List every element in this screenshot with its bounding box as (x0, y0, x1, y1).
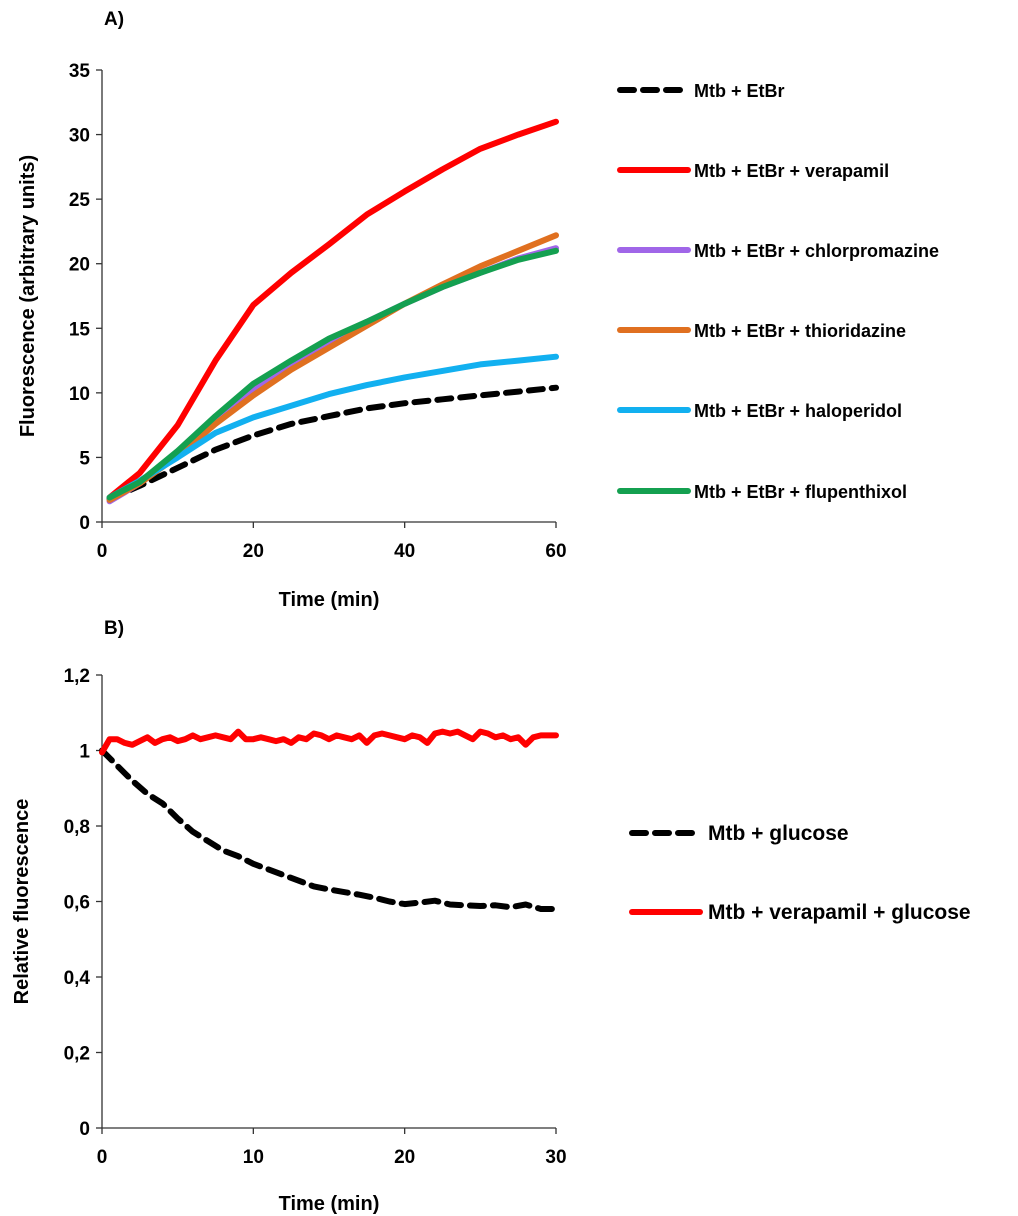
y-tick-label: 1 (79, 742, 90, 763)
series-line-mtb-etbr-verapamil (106, 118, 559, 501)
x-tick-label: 0 (97, 1147, 108, 1168)
panel-a: A) 0 5 10 15 20 25 30 35 0 20 40 60 Time (min) Fluores… (17, 9, 939, 611)
panel-label: A) (104, 9, 124, 30)
x-tick-label: 0 (97, 541, 108, 562)
x-axis-title: Time (min) (279, 1193, 380, 1215)
y-tick-label: 0 (79, 1119, 90, 1140)
legend-label-mtb-etbr-chlorpromazine: Mtb + EtBr + chlorpromazine (694, 241, 939, 261)
x-tick-label: 20 (243, 541, 264, 562)
panel-label: B) (104, 618, 124, 639)
y-axis-title: Relative fluorescence (11, 799, 33, 1005)
series-line-mtb-etbr (106, 384, 559, 502)
y-tick-label: 15 (69, 319, 91, 340)
series-line-mtb-verapamil-glucose (99, 728, 559, 756)
y-tick-label: 0,6 (64, 893, 90, 914)
y-tick-label: 0,2 (64, 1044, 90, 1065)
legend-label-mtb-etbr: Mtb + EtBr (694, 81, 785, 101)
panel-b: B) 0 0,2 0,4 0,6 0,8 1 1,2 0 10 20 30 Time (min) Rela… (11, 618, 971, 1215)
y-tick-label: 0,4 (64, 968, 91, 989)
x-tick-label: 40 (394, 541, 415, 562)
legend-label-mtb-etbr-verapamil: Mtb + EtBr + verapamil (694, 161, 889, 181)
x-tick-label: 10 (243, 1147, 264, 1168)
series-line-mtb-glucose (99, 747, 559, 912)
y-tick-label: 30 (69, 126, 90, 147)
x-tick-label: 30 (545, 1147, 566, 1168)
y-tick-label: 0 (79, 513, 90, 534)
y-tick-label: 0,8 (64, 817, 90, 838)
y-tick-label: 25 (69, 190, 91, 211)
legend-label-mtb-etbr-flupenthixol: Mtb + EtBr + flupenthixol (694, 482, 907, 502)
x-tick-label: 60 (545, 541, 566, 562)
legend-label-mtb-etbr-thioridazine: Mtb + EtBr + thioridazine (694, 321, 906, 341)
legend-label-mtb-verapamil-glucose: Mtb + verapamil + glucose (708, 901, 971, 924)
y-tick-label: 1,2 (64, 666, 90, 687)
series-line-mtb-etbr-chlorpromazine (106, 245, 559, 505)
y-tick-label: 10 (69, 384, 90, 405)
series-line-mtb-etbr-haloperidol (106, 353, 559, 501)
y-tick-label: 5 (79, 448, 90, 469)
x-axis-title: Time (min) (279, 589, 380, 611)
x-tick-label: 20 (394, 1147, 415, 1168)
legend-label-mtb-glucose: Mtb + glucose (708, 822, 849, 845)
legend-label-mtb-etbr-haloperidol: Mtb + EtBr + haloperidol (694, 401, 902, 421)
series-line-mtb-etbr-flupenthixol (106, 247, 559, 501)
y-tick-label: 35 (69, 61, 91, 82)
y-tick-label: 20 (69, 255, 90, 276)
y-axis-title: Fluorescence (arbitrary units) (17, 155, 39, 437)
